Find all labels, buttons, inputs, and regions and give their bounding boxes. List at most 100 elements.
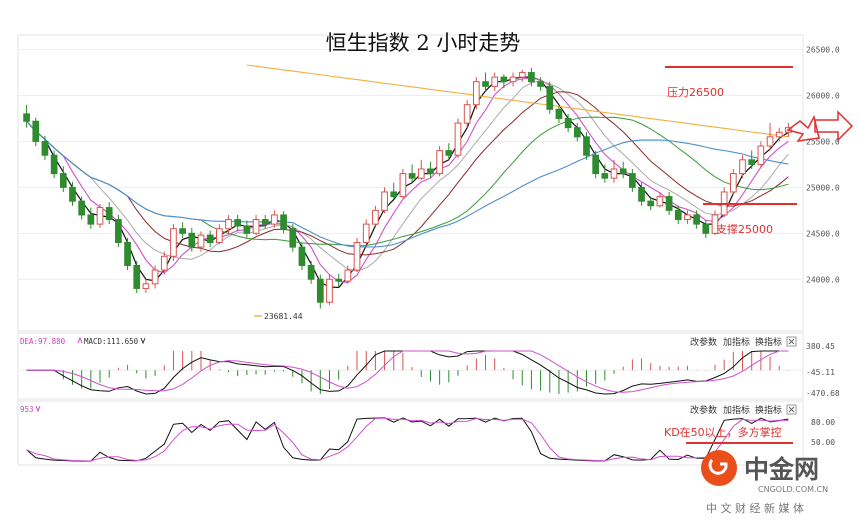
ma-line-30 <box>26 120 789 248</box>
candle-body <box>610 168 618 179</box>
macd-dea-label: DEA:97.880 <box>20 337 66 346</box>
candle-body <box>427 168 434 175</box>
kd-button-switch-indicator[interactable]: 换指标 <box>755 404 782 416</box>
low-annotation: 23681.44 <box>264 312 303 321</box>
kd-y-tick-label: 80.00 <box>811 418 835 427</box>
candle-body <box>665 196 673 211</box>
annotations <box>35 336 146 413</box>
kd-annotation: KD在50以上，多方掌控 <box>664 425 782 439</box>
pressure-label: 压力26500 <box>667 86 724 99</box>
candle-body <box>390 191 398 198</box>
macd-down-arrow-icon <box>140 337 146 345</box>
candle-body <box>748 159 756 165</box>
candle-body <box>298 246 306 266</box>
candle-body <box>436 150 443 175</box>
candle-body <box>188 232 196 248</box>
candle-body <box>78 200 86 216</box>
macd-button-switch-indicator[interactable]: 换指标 <box>755 336 782 348</box>
candle-body <box>124 242 131 266</box>
dea-up-arrow-icon <box>77 336 83 344</box>
main-y-tick-label: 25000.0 <box>806 183 840 192</box>
kd-close-icon[interactable] <box>786 404 797 415</box>
candle-body <box>472 81 480 106</box>
candle-body <box>463 104 471 124</box>
macd-close-icon[interactable] <box>786 336 797 347</box>
macd-dea-line <box>26 350 789 393</box>
candle-body <box>41 140 49 156</box>
candle-body <box>656 196 664 207</box>
main-y-tick-label: 26500.0 <box>806 46 840 55</box>
right-arrow-icon <box>814 110 854 142</box>
candle-body <box>638 186 645 202</box>
candle-body <box>564 117 572 129</box>
ma-line-8 <box>26 80 789 272</box>
candle-body <box>362 223 370 243</box>
macd-button-add-indicator[interactable]: 加指标 <box>723 336 750 348</box>
candle-body <box>555 108 563 119</box>
candle-body <box>215 228 223 243</box>
kd-y-tick-label: 50.00 <box>811 438 835 447</box>
candle-body <box>179 228 186 234</box>
macd-y-tick-label: -470.68 <box>806 389 840 398</box>
kd-button-modify-params[interactable]: 改参数 <box>690 404 717 416</box>
candle-body <box>729 173 737 193</box>
support-label: 支撑25000 <box>716 222 773 236</box>
macd-panel <box>17 332 804 400</box>
candle-body <box>160 255 168 271</box>
candle-body <box>197 234 205 248</box>
brand-logo: 中金网 CNGOLD.COM.CN 中 文 财 经 新 媒 体 <box>701 450 828 515</box>
candle-body <box>408 173 416 179</box>
macd-y-tick-label: 380.45 <box>806 342 835 351</box>
candle-body <box>757 145 765 165</box>
candle-body <box>702 223 710 234</box>
candle-body <box>344 269 352 282</box>
candle-body <box>96 207 104 225</box>
candle-body <box>766 136 774 147</box>
macd-value-label: MACD:111.650 <box>84 337 139 346</box>
candle-body <box>271 214 278 225</box>
candle-body <box>115 219 122 243</box>
candle-body <box>243 225 251 234</box>
candle-body <box>711 214 719 234</box>
candle-body <box>381 191 388 211</box>
candle-body <box>500 76 508 83</box>
candle-body <box>739 159 746 175</box>
candle-body <box>509 76 517 83</box>
candle-body <box>170 228 177 257</box>
main-y-tick-label: 26000.0 <box>806 92 840 101</box>
candle-body <box>546 85 554 110</box>
candle-body <box>775 131 783 138</box>
candle-body <box>454 122 462 156</box>
candle-body <box>23 113 30 122</box>
candle-body <box>674 209 682 221</box>
candle-body <box>50 154 58 175</box>
candle-body <box>592 154 600 175</box>
brand-tagline: 中 文 财 经 新 媒 体 <box>706 501 804 515</box>
main-y-tick-label: 24000.0 <box>806 275 840 284</box>
kd-button-add-indicator[interactable]: 加指标 <box>723 404 750 416</box>
candle-body <box>537 81 544 87</box>
kd-panel <box>17 400 804 466</box>
kd-label: 953 <box>20 405 34 414</box>
macd-series <box>18 350 803 395</box>
candle-body <box>316 278 324 303</box>
candle-body <box>87 214 95 225</box>
ma-line-5 <box>26 77 789 283</box>
candle-body <box>280 214 287 230</box>
candle-body <box>69 186 76 202</box>
up-arrow-icon <box>786 114 820 142</box>
candle-body <box>601 173 609 179</box>
candle-body <box>684 214 691 221</box>
candle-body <box>445 150 453 156</box>
candle-body <box>234 219 242 227</box>
macd-button-modify-params[interactable]: 改参数 <box>690 336 717 348</box>
brand-url: CNGOLD.COM.CN <box>758 485 828 494</box>
candle-body <box>32 120 40 142</box>
candle-body <box>252 219 260 234</box>
candle-body <box>261 219 269 225</box>
candle-body <box>372 209 379 225</box>
candle-body <box>482 81 489 87</box>
candle-body <box>353 242 361 271</box>
y-axis-labels: 24000.0 24500.0 25000.0 25500.0 26000.0 26500… <box>806 46 840 447</box>
